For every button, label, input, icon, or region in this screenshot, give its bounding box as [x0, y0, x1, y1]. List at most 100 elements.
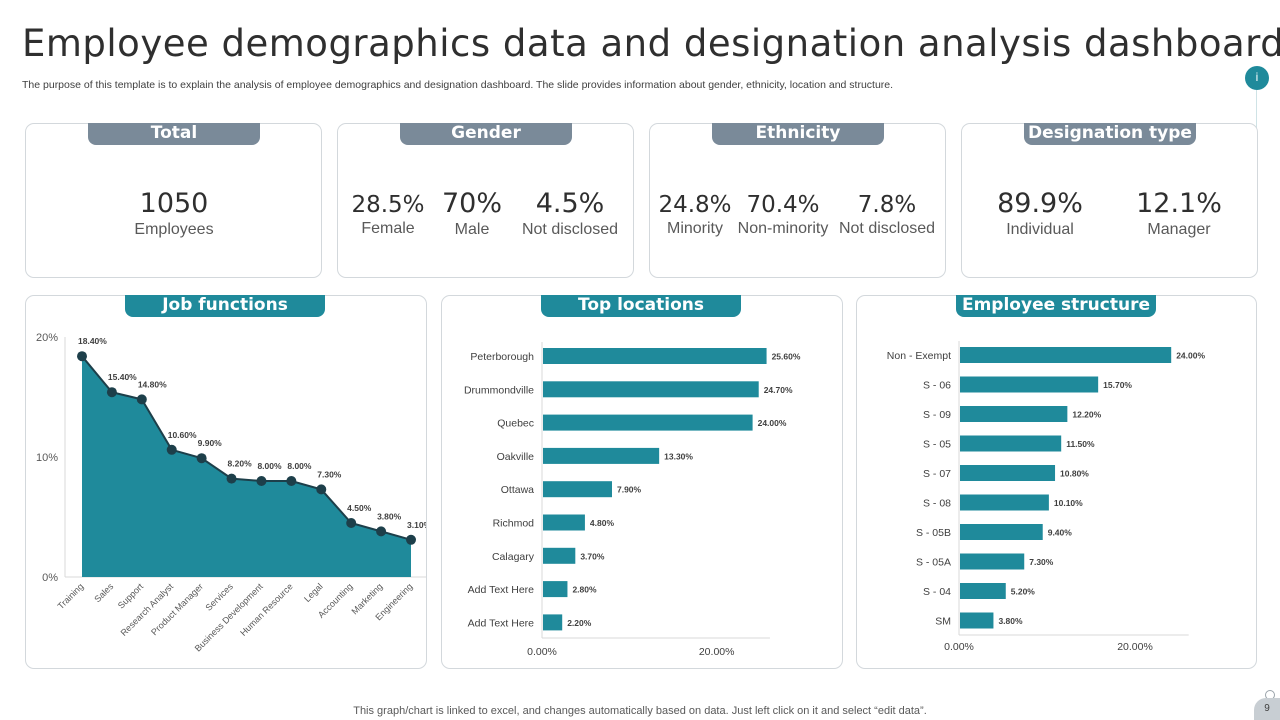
data-label: 18.40% [78, 336, 107, 346]
stat-male: 70% Male [432, 188, 512, 239]
bar [543, 581, 568, 598]
bar [960, 406, 1068, 422]
x-tick-label: 0.00% [527, 646, 557, 658]
data-label: 10.60% [168, 430, 197, 440]
stat-label: Male [454, 221, 490, 238]
data-point [226, 473, 237, 484]
data-point [166, 444, 177, 455]
x-tick-label: 20.00% [1117, 641, 1153, 653]
bar [543, 547, 576, 564]
data-point [106, 387, 117, 398]
stat-label: Employees [134, 221, 214, 238]
y-tick-label: 0% [42, 572, 58, 584]
stat-value: 70% [441, 188, 502, 219]
stat-label: Non-minority [737, 220, 829, 237]
category-label: Ottawa [501, 484, 534, 496]
data-label: 7.90% [617, 485, 642, 495]
x-tick-label: Training [56, 581, 86, 611]
bar [543, 447, 660, 464]
card-ethnicity: Ethnicity 24.8% Minority 70.4% Non-minor… [649, 123, 946, 278]
data-label: 10.80% [1060, 469, 1089, 479]
stat-value: 70.4% [746, 192, 820, 218]
job-functions-chart: 0% 10% 20% 18.40% Training 15.40% Sales 14.80% S… [36, 332, 426, 654]
data-point [346, 518, 357, 528]
card-gender: Gender 28.5% Female 70% Male 4.5% Not di… [337, 123, 634, 278]
stat-value: 89.9% [997, 188, 1083, 219]
x-tick-label: Research Analyst [119, 581, 176, 638]
stat-value: 28.5% [351, 192, 425, 218]
stat-label: Manager [1147, 221, 1211, 238]
category-label: S - 08 [923, 498, 951, 510]
area-fill [82, 356, 411, 577]
data-label: 9.40% [1048, 528, 1073, 538]
bar [543, 514, 585, 531]
data-label: 8.00% [257, 461, 282, 471]
data-point [406, 534, 416, 545]
stat-value: 4.5% [535, 188, 605, 219]
card-designation: Designation type 89.9% Individual 12.1% … [961, 123, 1258, 278]
x-tick-label: Human Resource [238, 581, 295, 638]
category-label: Peterborough [470, 351, 534, 363]
data-label: 7.30% [317, 469, 342, 479]
category-label: S - 05A [916, 557, 951, 569]
data-point [77, 351, 87, 362]
tab-total: Total [88, 123, 260, 145]
top-locations-chart: Peterborough 25.60% Drummondville 24.70% Que… [464, 342, 801, 658]
x-tick-label: Support [116, 581, 146, 611]
category-label: S - 04 [923, 586, 951, 598]
category-label: Oakville [497, 451, 535, 463]
category-label: Calagary [492, 551, 535, 563]
card-total: Total 1050 Employees [25, 123, 322, 278]
info-icon: i [1245, 66, 1269, 90]
stat-individual: 89.9% Individual [980, 188, 1100, 239]
bar [960, 376, 1099, 393]
data-label: 4.50% [347, 503, 372, 513]
tab-gender: Gender [400, 123, 572, 145]
data-label: 8.20% [228, 459, 253, 469]
employee-structure-chart: Non - Exempt 24.00% S - 06 15.70% S - 09 12.2… [887, 341, 1205, 653]
data-label: 15.70% [1103, 380, 1132, 390]
category-label: SM [935, 616, 951, 628]
data-label: 7.30% [1029, 557, 1054, 567]
category-label: Richmod [493, 518, 535, 530]
stat-value: 12.1% [1136, 188, 1222, 219]
stat-label: Not disclosed [838, 220, 936, 237]
bar [960, 583, 1006, 599]
data-label: 11.50% [1066, 439, 1095, 449]
data-point [316, 484, 327, 495]
stat-female: 28.5% Female [343, 192, 433, 238]
x-tick-label: Sales [92, 581, 115, 604]
data-point [376, 526, 387, 537]
page-number: 9 [1254, 698, 1280, 720]
y-tick-label: 20% [36, 332, 58, 344]
data-label: 2.20% [567, 618, 592, 628]
x-tick-label: Legal [302, 581, 325, 604]
stat-value: 24.8% [658, 192, 732, 218]
data-label: 3.80% [998, 616, 1023, 626]
bar [543, 348, 767, 364]
data-label: 13.30% [664, 451, 693, 461]
category-label: Add Text Here [468, 617, 535, 629]
tab-designation-type: Designation type [1024, 123, 1196, 145]
bar [960, 612, 994, 629]
data-point [136, 394, 147, 405]
category-label: S - 07 [923, 468, 951, 480]
bar [543, 614, 563, 631]
stat-minority: 24.8% Minority [654, 192, 736, 238]
category-label: S - 06 [923, 380, 951, 392]
data-label: 3.80% [377, 511, 402, 521]
stat-label: Individual [1006, 221, 1074, 238]
data-label: 3.70% [580, 551, 605, 561]
stat-manager: 12.1% Manager [1119, 188, 1239, 239]
bar [960, 465, 1056, 481]
series-line [81, 355, 412, 541]
bar [960, 435, 1062, 452]
category-label: S - 05B [916, 527, 951, 539]
stat-label: Female [361, 220, 415, 237]
stat-gender-not-disclosed: 4.5% Not disclosed [510, 188, 630, 239]
bar [543, 481, 612, 498]
data-label: 15.40% [108, 372, 137, 382]
data-point [286, 476, 297, 486]
bar [960, 553, 1025, 570]
data-label: 5.20% [1011, 587, 1036, 597]
